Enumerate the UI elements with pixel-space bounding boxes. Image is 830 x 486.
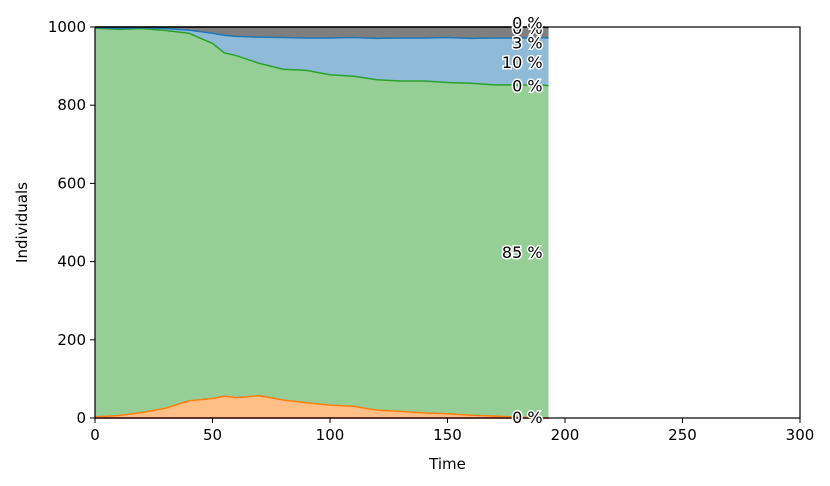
y-axis-title: Individuals	[13, 182, 31, 263]
percent-label: 3 %	[512, 34, 542, 53]
y-tick-label: 800	[57, 96, 86, 114]
percent-label: 0 %	[512, 77, 542, 96]
series-line-1	[94, 394, 549, 419]
y-tick-label: 400	[57, 253, 86, 271]
series-line-2	[94, 27, 549, 87]
x-tick-label: 0	[90, 426, 100, 444]
x-tick-label: 300	[786, 426, 815, 444]
area-band-4	[95, 27, 549, 39]
series-line-3	[94, 26, 549, 40]
x-tick-label: 50	[203, 426, 222, 444]
percent-label: 85 %	[502, 243, 543, 262]
percent-label: 0 %	[512, 13, 542, 32]
x-axis-title: Time	[428, 455, 466, 473]
percent-label: 10 %	[502, 53, 543, 72]
x-tick-label: 100	[316, 426, 345, 444]
area-band-3	[95, 27, 549, 86]
x-tick-label: 250	[668, 426, 697, 444]
area-band-2	[95, 28, 549, 418]
area-band-1	[95, 395, 549, 418]
x-axis: 0 50 100 150 200 250 300	[90, 418, 814, 444]
y-tick-label: 200	[57, 331, 86, 349]
x-tick-label: 150	[433, 426, 462, 444]
area-layers	[95, 27, 549, 418]
percent-label: 0 %	[512, 19, 542, 38]
y-tick-label: 0	[76, 409, 86, 427]
y-axis: 0 200 400 600 800 1000	[48, 18, 95, 427]
x-tick-label: 200	[551, 426, 580, 444]
percentage-labels: 0 %85 %0 %10 %3 %0 %0 %	[500, 12, 544, 429]
y-tick-label: 1000	[48, 18, 86, 36]
percent-label: 0 %	[512, 408, 542, 427]
y-tick-label: 600	[57, 174, 86, 192]
